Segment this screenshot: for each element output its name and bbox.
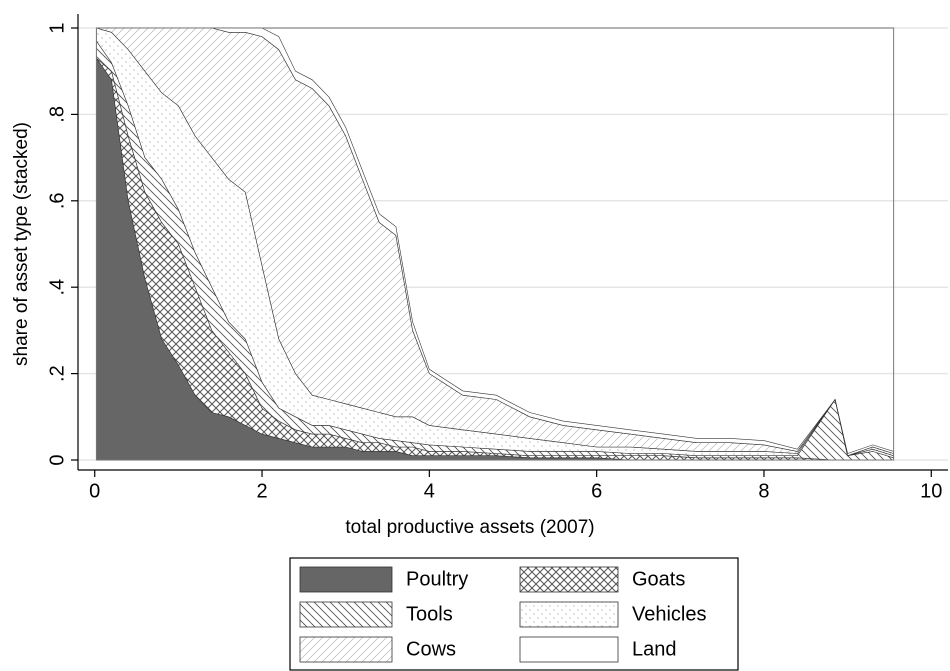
legend-label: Vehicles: [632, 603, 707, 625]
y-axis-title: share of asset type (stacked): [11, 122, 32, 366]
legend-label: Goats: [632, 568, 685, 590]
legend-label: Land: [632, 638, 677, 660]
x-tick-label: 0: [89, 480, 100, 502]
y-tick-label: .2: [46, 365, 68, 382]
legend-label: Cows: [406, 638, 456, 660]
y-tick-label: .6: [46, 192, 68, 209]
y-tick-label: 1: [46, 22, 68, 33]
x-tick-label: 10: [920, 480, 942, 502]
legend-swatch: [519, 566, 619, 593]
y-tick-label: .4: [46, 279, 68, 296]
legend-swatch: [519, 636, 619, 663]
x-tick-label: 2: [256, 480, 267, 502]
legend-swatch: [299, 566, 393, 593]
legend-swatch: [519, 601, 619, 628]
plot-frame: [95, 27, 895, 461]
x-tick-label: 8: [758, 480, 769, 502]
y-tick-label: .8: [46, 106, 68, 123]
legend-swatch: [299, 636, 393, 663]
y-tick-label: 0: [46, 454, 68, 465]
legend-swatch: [299, 601, 393, 628]
x-axis-title: total productive assets (2007): [345, 517, 594, 538]
legend-label: Tools: [406, 603, 453, 625]
x-tick-label: 4: [424, 480, 435, 502]
legend-label: Poultry: [406, 568, 468, 590]
x-tick-label: 6: [591, 480, 602, 502]
